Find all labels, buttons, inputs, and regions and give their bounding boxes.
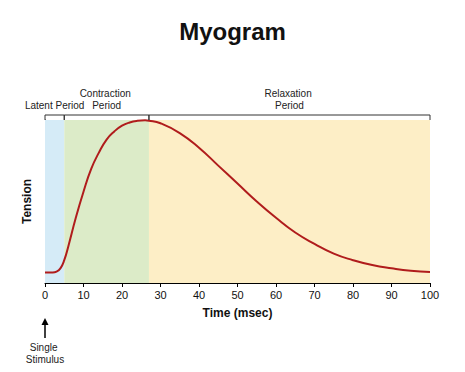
svg-text:0: 0 [42,289,48,301]
svg-text:70: 70 [308,289,320,301]
svg-text:20: 20 [116,289,128,301]
svg-text:Period: Period [92,100,121,111]
svg-text:10: 10 [77,289,89,301]
svg-text:Period: Period [275,100,304,111]
svg-text:50: 50 [231,289,243,301]
svg-text:Relaxation: Relaxation [264,88,314,99]
svg-text:100: 100 [421,289,439,301]
svg-text:Latent Period: Latent Period [25,100,85,111]
svg-text:Tension: Tension [20,179,34,224]
svg-text:30: 30 [154,289,166,301]
svg-text:Myogram: Myogram [179,18,286,45]
svg-text:Time (msec): Time (msec) [203,306,273,320]
svg-text:Contraction: Contraction [80,88,134,99]
svg-text:Stimulus: Stimulus [26,354,64,365]
svg-text:80: 80 [347,289,359,301]
svg-text:Single: Single [30,342,61,353]
svg-text:40: 40 [193,289,205,301]
svg-text:60: 60 [270,289,282,301]
svg-text:90: 90 [385,289,397,301]
